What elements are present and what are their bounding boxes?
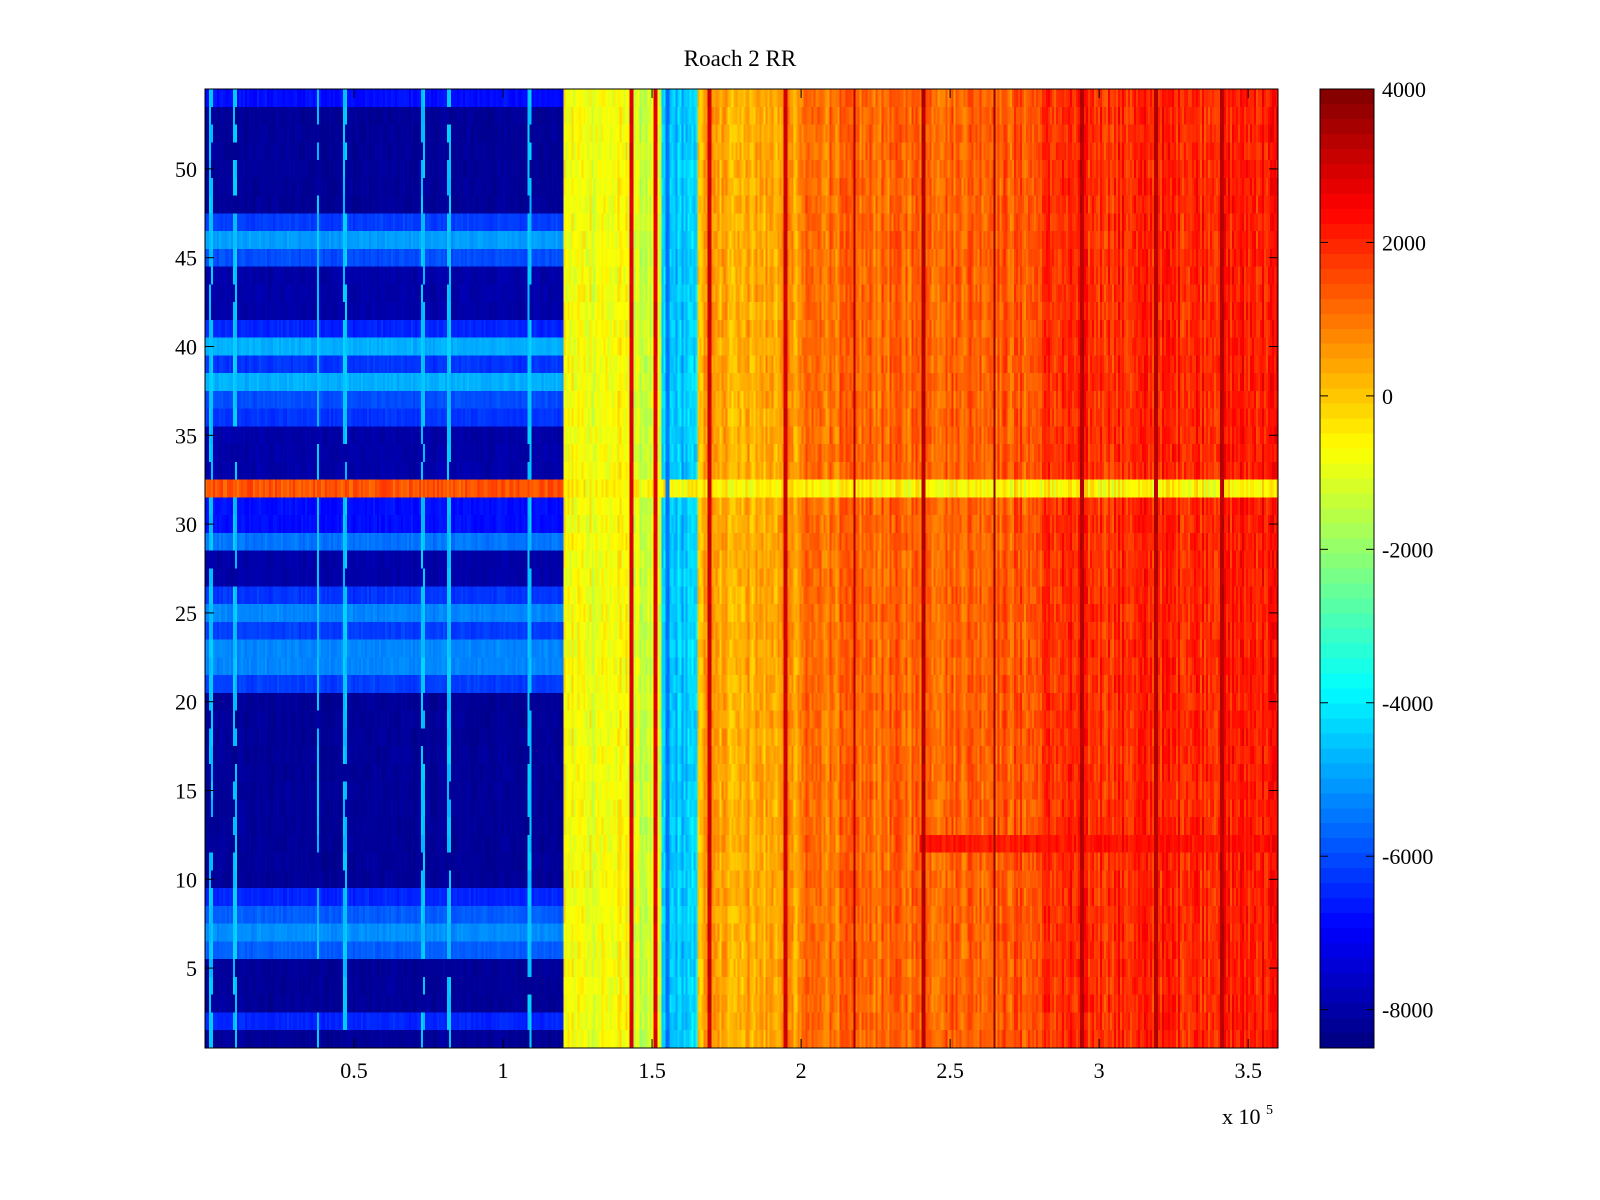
chart-title: Roach 2 RR <box>684 46 797 71</box>
y-tick-label: 35 <box>175 423 197 448</box>
x-tick-label: 3.5 <box>1234 1058 1262 1083</box>
colorbar-frame <box>1319 88 1375 1049</box>
colorbar-tick-label: 2000 <box>1382 230 1426 255</box>
x-tick-label: 0.5 <box>340 1058 368 1083</box>
x-tick-label: 2 <box>796 1058 807 1083</box>
x-tick-label: 2.5 <box>936 1058 964 1083</box>
x-tick-label: 1.5 <box>638 1058 666 1083</box>
plot-frame <box>204 88 1279 1049</box>
y-axis: 5 10 15 20 25 30 35 40 45 50 <box>175 157 1278 981</box>
colorbar-tick-label: 0 <box>1382 384 1393 409</box>
x-exponent-power: 5 <box>1266 1103 1273 1118</box>
y-tick-label: 30 <box>175 512 197 537</box>
y-tick-label: 5 <box>186 956 197 981</box>
colorbar-ticks: 4000 2000 0 -2000 -4000 -6000 -8000 <box>1320 77 1433 1023</box>
colorbar: 4000 2000 0 -2000 -4000 -6000 -8000 <box>1319 77 1433 1049</box>
colorbar-tick-label: 4000 <box>1382 77 1426 102</box>
y-tick-label: 20 <box>175 690 197 715</box>
colorbar-tick-label: -8000 <box>1382 998 1433 1023</box>
heatmap-image <box>205 89 1278 1048</box>
colorbar-gradient <box>1320 89 1374 1048</box>
colorbar-tick-label: -6000 <box>1382 844 1433 869</box>
x-tick-label: 3 <box>1094 1058 1105 1083</box>
y-tick-label: 25 <box>175 601 197 626</box>
y-tick-label: 45 <box>175 246 197 271</box>
colorbar-tick-label: -4000 <box>1382 691 1433 716</box>
y-tick-label: 10 <box>175 867 197 892</box>
x-axis: 0.5 1 1.5 2 2.5 3 3.5 <box>340 89 1262 1083</box>
x-tick-label: 1 <box>498 1058 509 1083</box>
x-exponent-base: x 10 <box>1222 1104 1261 1129</box>
heatmap-plot-area <box>204 88 1279 1049</box>
y-tick-label: 50 <box>175 157 197 182</box>
colorbar-tick-label: -2000 <box>1382 537 1433 562</box>
x-exponent-label: x 10 5 <box>1222 1103 1273 1129</box>
y-tick-label: 15 <box>175 778 197 803</box>
y-tick-label: 40 <box>175 335 197 360</box>
